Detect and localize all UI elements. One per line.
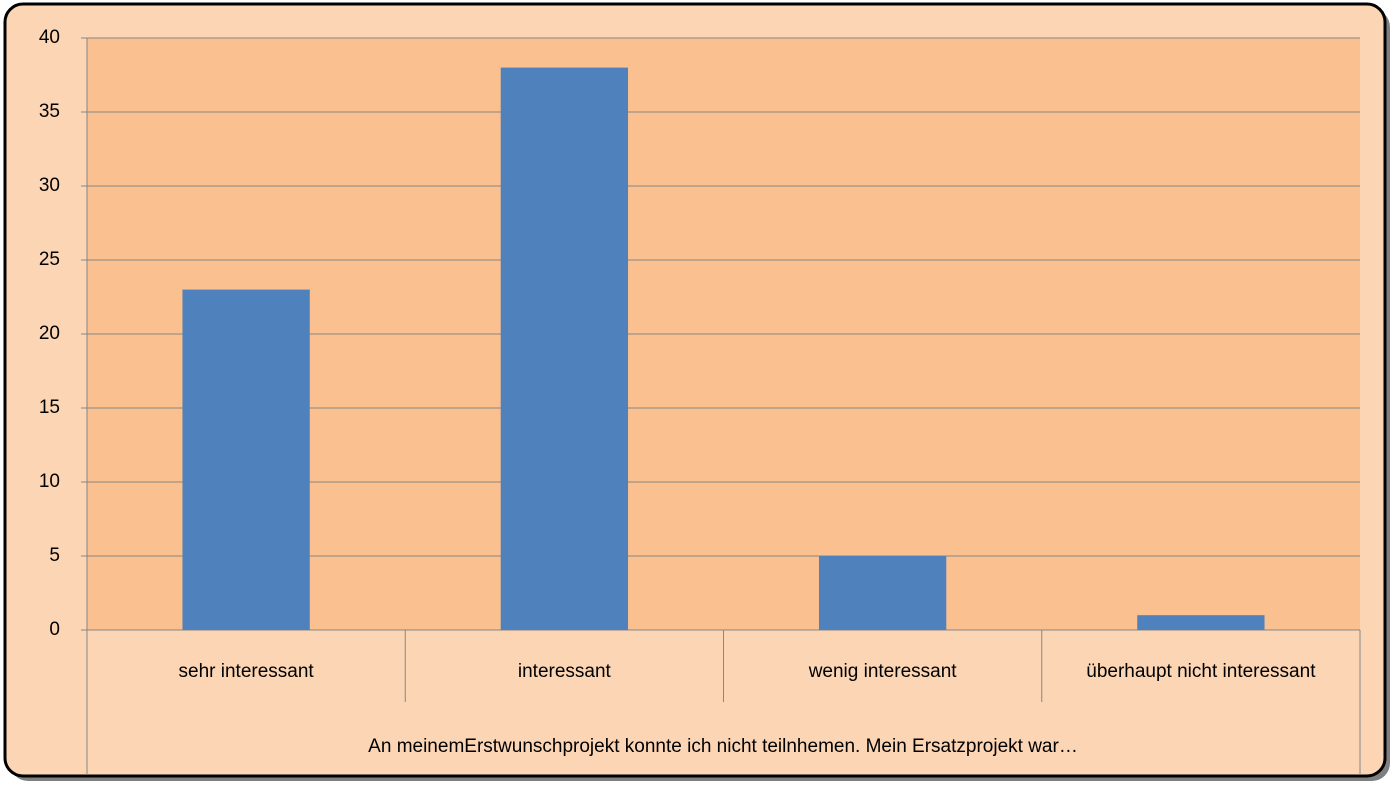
y-tick-label: 30 (39, 175, 60, 196)
y-tick-label: 15 (39, 397, 60, 418)
bar (1137, 615, 1265, 630)
y-tick-label: 20 (39, 323, 60, 344)
x-tick-label: sehr interessant (179, 661, 315, 682)
bar (818, 556, 947, 630)
x-tick-label: wenig interessant (808, 661, 958, 682)
x-axis-title: An meinemErstwunschprojekt konnte ich ni… (368, 736, 1078, 757)
x-tick-label: interessant (518, 661, 612, 682)
y-tick-label: 25 (39, 249, 60, 270)
y-tick-label: 5 (49, 545, 60, 566)
y-tick-label: 0 (49, 619, 60, 640)
y-tick-label: 40 (39, 27, 60, 48)
bar (500, 67, 629, 631)
y-tick-label: 10 (39, 471, 60, 492)
y-tick-label: 35 (39, 101, 60, 122)
x-tick-label: überhaupt nicht interessant (1086, 661, 1316, 682)
bar (182, 289, 310, 630)
